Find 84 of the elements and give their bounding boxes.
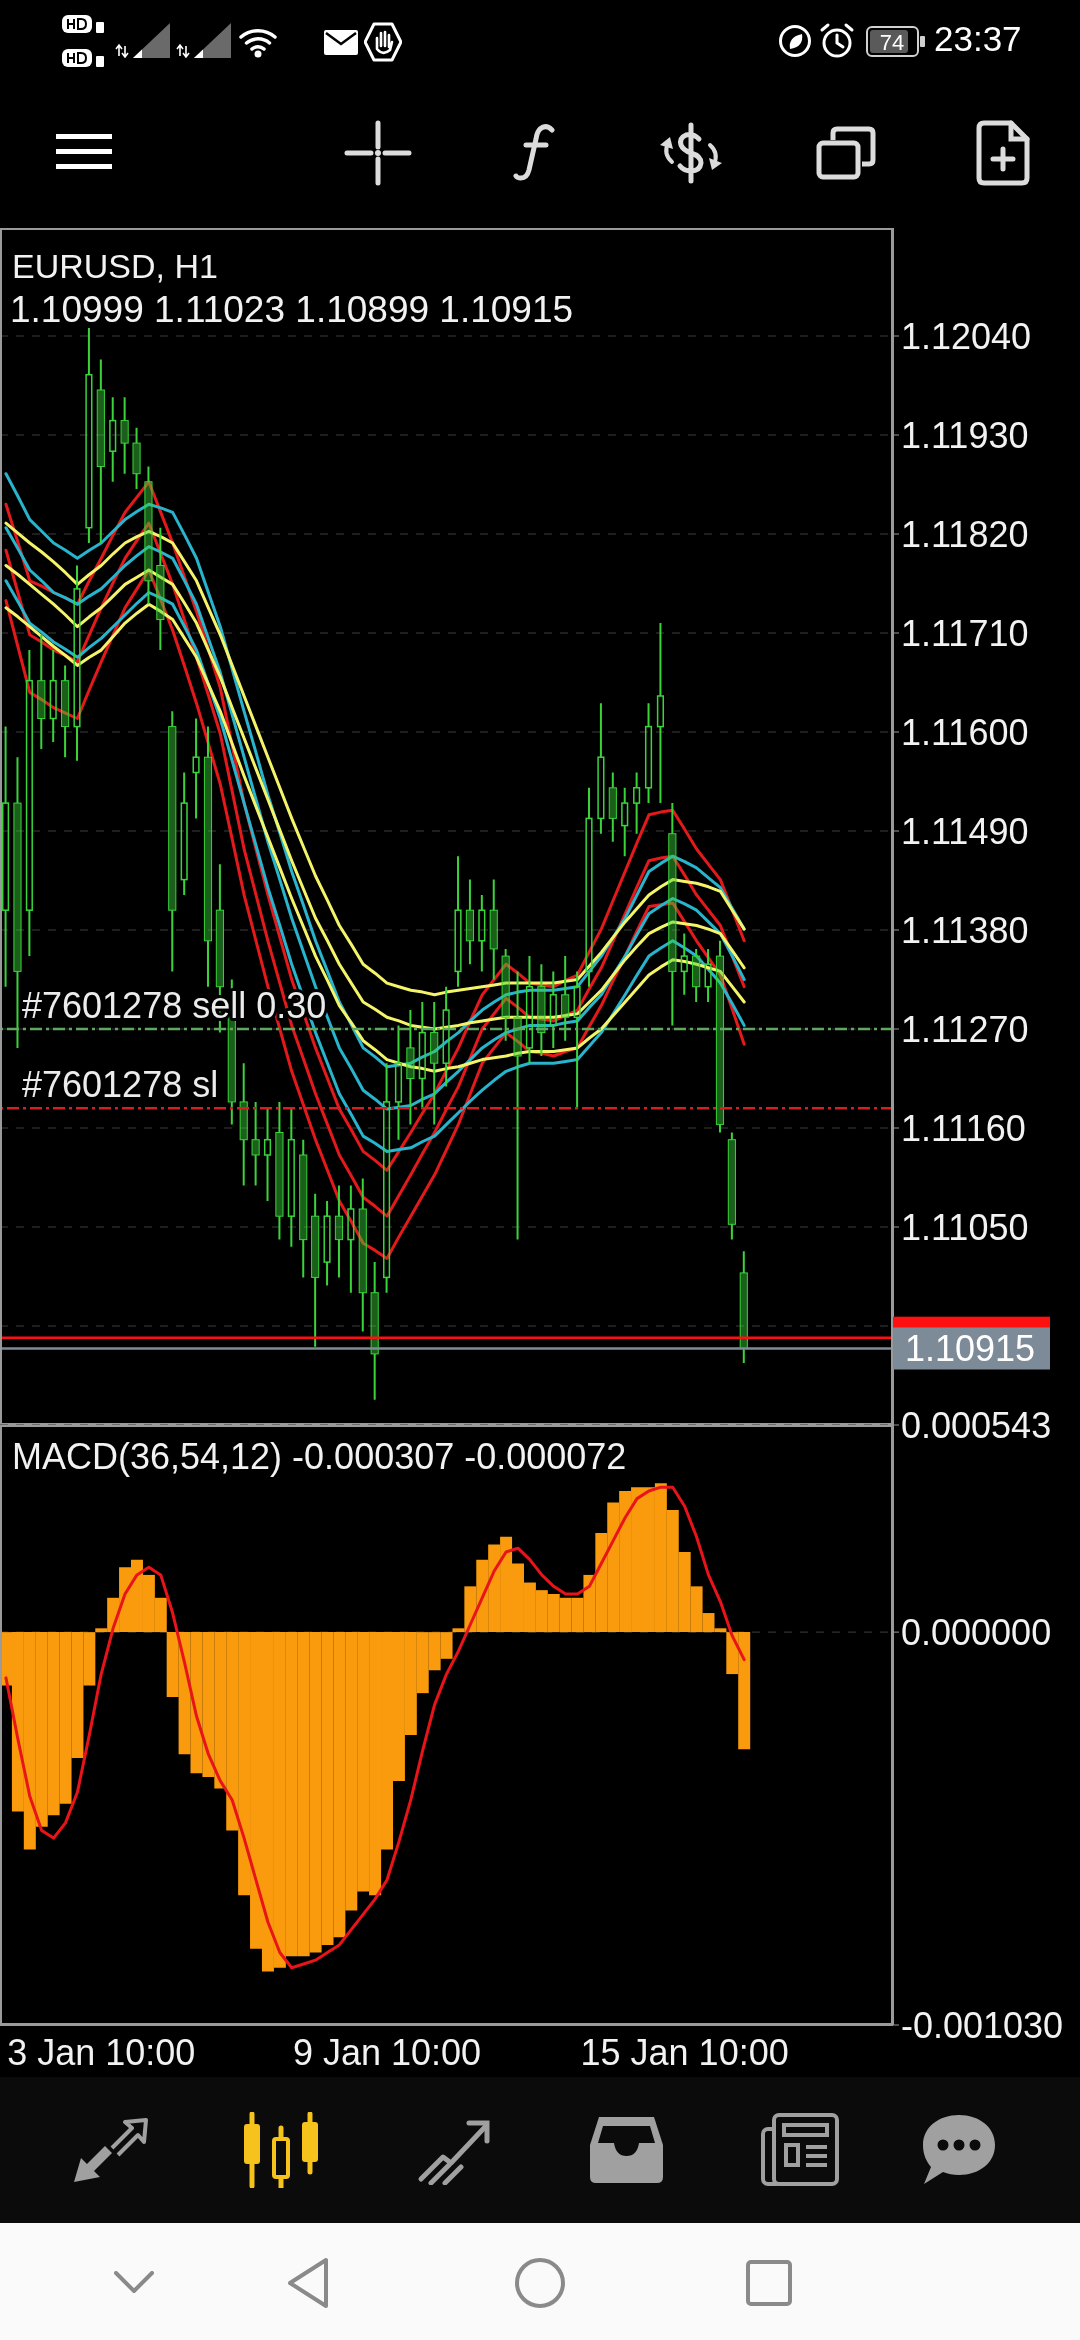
candlestick (430, 1001, 439, 1126)
candlestick (239, 1062, 248, 1187)
candlestick (739, 1250, 748, 1364)
candlestick (537, 963, 546, 1057)
candlestick (383, 1062, 391, 1294)
candlestick (192, 717, 200, 820)
line-series (4, 1485, 746, 1970)
candlestick (323, 1199, 331, 1287)
candlestick (25, 649, 33, 958)
candlestick (180, 771, 188, 896)
x-tick-label: 15 Jan 10:00 (580, 2032, 789, 2073)
candlestick (120, 396, 129, 475)
candlestick (608, 771, 617, 843)
candlestick (334, 1184, 344, 1279)
y-tick-label: 0.000543 (901, 1404, 1052, 1446)
candlestick (358, 1177, 367, 1333)
candlestick (156, 526, 165, 652)
candlestick (656, 622, 665, 805)
y-tick-label: 1.12040 (901, 315, 1032, 357)
candlestick (109, 396, 117, 483)
candlestick (144, 465, 153, 606)
ref-line-label: 1.10915 (905, 1328, 1036, 1370)
candlestick (465, 878, 474, 966)
candlestick (704, 947, 712, 1003)
y-tick-label: 1.11600 (901, 711, 1029, 753)
y-tick-label: 1.11820 (901, 513, 1029, 555)
candlestick (489, 878, 498, 981)
candlestick (49, 649, 57, 743)
candlestick (478, 893, 486, 973)
candlestick (442, 985, 450, 1088)
y-tick-label: 1.11380 (901, 909, 1029, 951)
candlestick (37, 633, 46, 751)
y-tick-label: 1.11930 (901, 414, 1029, 456)
y-tick-label: 1.11270 (901, 1008, 1029, 1050)
candlestick (621, 786, 629, 858)
candlestick (347, 1184, 355, 1294)
candlestick (501, 947, 510, 1042)
candlestick (715, 939, 725, 1134)
candlestick (394, 1024, 403, 1141)
candlestick (251, 1100, 260, 1187)
candlestick (299, 1138, 308, 1279)
candlestick (263, 1108, 272, 1202)
candlestick (727, 1131, 736, 1241)
candlestick (203, 725, 213, 988)
x-tick-label: 9 Jan 10:00 (292, 2032, 482, 2073)
candlestick (168, 710, 177, 973)
candlestick (73, 564, 81, 762)
candlestick (549, 970, 557, 1049)
candlestick (2, 725, 10, 988)
candlestick (85, 326, 93, 544)
ref-line-label: #7601278 sl (22, 1064, 219, 1106)
y-tick-label: 1.11490 (901, 810, 1029, 852)
candlestick (311, 1192, 320, 1348)
candlestick (585, 786, 593, 988)
chart-title: MACD(36,54,12) -0.000307 -0.000072 (12, 1436, 627, 1477)
y-tick-label: 1.11710 (901, 612, 1029, 654)
candlestick (406, 1009, 415, 1126)
candlestick (525, 955, 534, 1065)
line-series (4, 564, 746, 1031)
candlestick (513, 970, 522, 1241)
x-tick-label: 3 Jan 10:00 (7, 2032, 196, 2073)
candlestick (287, 1108, 295, 1248)
candlestick (597, 702, 605, 835)
candlestick (633, 771, 641, 835)
text: 23:37 (934, 19, 1022, 59)
y-tick-label: 0.000000 (901, 1611, 1052, 1653)
candlestick (61, 664, 70, 759)
candlestick (668, 802, 677, 1027)
text: 1.10999 1.11023 1.10899 1.10915 (10, 289, 574, 331)
candlestick (370, 1261, 379, 1401)
candlestick (561, 955, 570, 1042)
y-tick-label: -0.001030 (901, 2004, 1064, 2046)
y-tick-label: 1.11050 (901, 1206, 1029, 1248)
candlestick (454, 855, 462, 988)
candlestick (692, 947, 701, 1003)
y-tick-label: 1.11160 (901, 1107, 1026, 1149)
candlestick (275, 1100, 284, 1241)
candlestick (96, 358, 105, 544)
text: EURUSD, H1 (12, 247, 218, 286)
candlestick (644, 702, 653, 805)
candlestick (13, 756, 22, 1049)
candlestick (680, 932, 688, 996)
line-series (4, 579, 746, 1153)
candlestick (132, 426, 141, 490)
